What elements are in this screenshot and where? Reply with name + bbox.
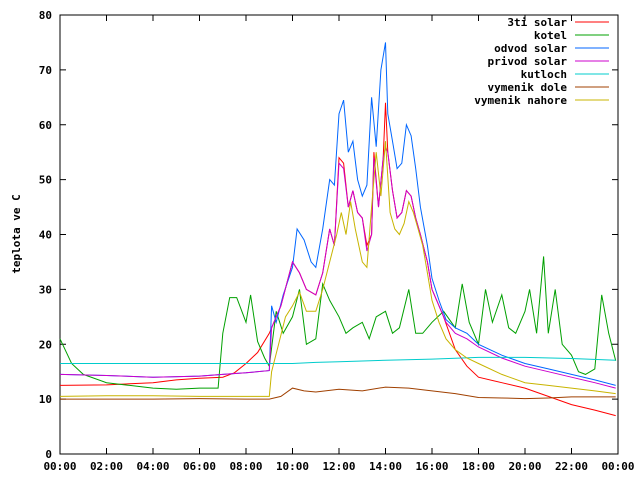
x-tick-label: 08:00 xyxy=(229,460,262,473)
legend-label: kotel xyxy=(534,29,567,42)
series-line-kotel xyxy=(59,256,617,390)
legend-label: vymenik nahore xyxy=(474,94,567,107)
y-tick-label: 50 xyxy=(39,174,52,187)
x-tick-label: 02:00 xyxy=(90,460,123,473)
series-line-privod-solar xyxy=(59,145,616,389)
y-tick-label: 10 xyxy=(39,393,52,406)
x-tick-label: 20:00 xyxy=(508,460,541,473)
series-line-vymenik-dole xyxy=(60,386,616,400)
legend-label: vymenik dole xyxy=(488,81,568,94)
y-tick-label: 0 xyxy=(45,448,52,461)
y-tick-label: 60 xyxy=(39,119,52,132)
x-tick-label: 14:00 xyxy=(369,460,402,473)
series-lines xyxy=(59,42,617,417)
x-tick-label: 18:00 xyxy=(462,460,495,473)
y-tick-label: 30 xyxy=(39,283,52,296)
legend-label: odvod solar xyxy=(494,42,567,55)
series-line-kutloch xyxy=(60,356,616,364)
series-line-vymenik-nahore xyxy=(59,141,616,397)
y-tick-label: 20 xyxy=(39,338,52,351)
x-tick-label: 00:00 xyxy=(43,460,76,473)
legend-label: privod solar xyxy=(488,55,568,68)
y-axis-ticks: 0 10 20 30 40 50 60 70 80 xyxy=(39,9,618,461)
x-tick-label: 10:00 xyxy=(276,460,309,473)
y-tick-label: 80 xyxy=(39,9,52,22)
y-tick-label: 70 xyxy=(39,64,52,77)
legend-label: kutloch xyxy=(521,68,567,81)
series-line-3ti-solar xyxy=(59,102,616,417)
legend-label: 3ti solar xyxy=(507,16,567,29)
series-line-odvod-solar xyxy=(59,42,616,386)
x-tick-label: 12:00 xyxy=(322,460,355,473)
x-tick-label: 06:00 xyxy=(183,460,216,473)
x-axis-ticks: 00:00 02:00 04:00 06:00 08:00 10:00 12:00 14:00… xyxy=(43,15,635,473)
x-tick-label: 04:00 xyxy=(136,460,169,473)
x-tick-label: 00:00 xyxy=(601,460,634,473)
x-tick-label: 16:00 xyxy=(415,460,448,473)
y-axis-label: teplota ve C xyxy=(10,194,23,273)
y-tick-label: 40 xyxy=(39,229,52,242)
x-tick-label: 22:00 xyxy=(555,460,588,473)
